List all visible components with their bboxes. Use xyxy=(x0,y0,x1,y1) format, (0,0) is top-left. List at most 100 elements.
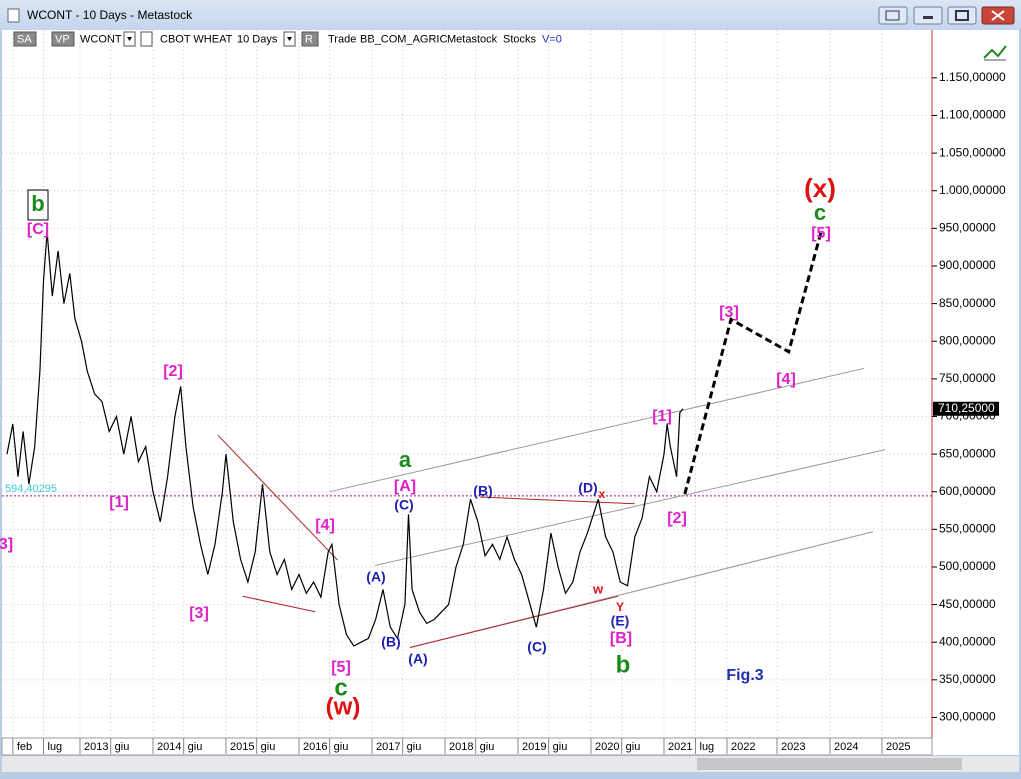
scrollbar-thumb[interactable] xyxy=(697,758,962,770)
annotation: [B] xyxy=(610,630,632,647)
toolbar-item: Metastock xyxy=(447,33,498,45)
y-tick-label: 1.150,00000 xyxy=(939,70,1006,84)
y-tick-label: 850,00000 xyxy=(939,296,996,310)
annotation: [1] xyxy=(652,408,672,425)
x-tick-label: 2016 xyxy=(303,741,327,753)
annotation: [3] xyxy=(719,304,739,321)
x-tick-label: 2021 xyxy=(668,741,692,753)
y-tick-label: 900,00000 xyxy=(939,258,996,272)
annotation: [5] xyxy=(331,659,351,676)
toolbar: SA VP WCONT CBOT WHEAT 10 Days R Trade BB_COM_A… xyxy=(13,31,562,47)
annotation: [4] xyxy=(776,371,796,388)
maximize-icon xyxy=(955,10,969,21)
toolbar-button xyxy=(51,31,75,47)
toolbar-button xyxy=(13,31,37,47)
annotation: [5] xyxy=(811,225,831,242)
annotation: [A] xyxy=(394,478,416,495)
annotation-box xyxy=(27,189,49,221)
restore-button[interactable] xyxy=(878,6,908,25)
annotation: [3] xyxy=(189,605,209,622)
x-tick-label: 2013 xyxy=(84,741,108,753)
annotation: c xyxy=(814,200,826,225)
annotation: a xyxy=(399,447,412,472)
y-tick-label: 750,00000 xyxy=(939,371,996,385)
y-tick-label: 800,00000 xyxy=(939,333,996,347)
annotation: (C) xyxy=(394,497,413,513)
annotation: 3] xyxy=(0,536,13,553)
title-bar xyxy=(0,0,1021,30)
window-buttons xyxy=(878,6,1015,25)
dropdown-arrow xyxy=(287,37,292,41)
toolbar-item: WCONT xyxy=(80,33,122,45)
trend-line xyxy=(409,595,619,648)
minimize-icon xyxy=(923,16,933,19)
dropdown-arrow xyxy=(127,37,132,41)
annotation: (C) xyxy=(527,639,546,655)
x-tick-label: 2020 xyxy=(595,741,619,753)
toolbar-icon-button xyxy=(140,31,153,47)
minimize-button[interactable] xyxy=(913,6,943,25)
y-tick-label: 450,00000 xyxy=(939,597,996,611)
x-tick-label: feb xyxy=(17,741,32,753)
marks xyxy=(2,231,999,648)
annotation: b xyxy=(616,651,631,678)
y-tick-label: 500,00000 xyxy=(939,559,996,573)
annotation: [2] xyxy=(163,363,183,380)
toolbar-item: V=0 xyxy=(542,33,562,45)
annotation: [1] xyxy=(109,494,129,511)
restore-icon xyxy=(885,10,900,21)
y-tick-label: 700,00000 xyxy=(939,409,996,423)
last-price-box xyxy=(933,401,999,416)
reference-label: 594,40295 xyxy=(5,483,57,495)
annotation: (D) xyxy=(578,480,597,496)
toolbar-item: VP xyxy=(55,33,70,45)
annotation: w xyxy=(592,581,604,596)
toolbar-item: Trade xyxy=(328,33,356,45)
x-tick-label: giu xyxy=(261,741,276,753)
toolbar-item: BB_COM_AGRIC xyxy=(360,33,447,45)
window-title: WCONT - 10 Days - Metastock xyxy=(27,8,193,22)
y-tick-label: 400,00000 xyxy=(939,634,996,648)
grid xyxy=(2,30,937,754)
price-line xyxy=(6,232,684,647)
x-tick-label: 2018 xyxy=(449,741,473,753)
trend-line xyxy=(242,595,316,613)
x-tick-label: 2019 xyxy=(522,741,546,753)
y-tick-label: 300,00000 xyxy=(939,710,996,724)
annotation: Y xyxy=(616,600,624,614)
annotation: (w) xyxy=(326,693,361,720)
x-tick-label: giu xyxy=(115,741,130,753)
toolbar-item: 10 Days xyxy=(237,33,278,45)
trend-line xyxy=(217,434,339,561)
y-tick-label: 600,00000 xyxy=(939,484,996,498)
toolbar-icon xyxy=(983,45,1007,61)
x-tick-label: 2022 xyxy=(731,741,755,753)
toolbar-item: Stocks xyxy=(503,33,537,45)
y-tick-label: 1.000,00000 xyxy=(939,183,1006,197)
trend-line xyxy=(329,367,865,493)
x-tick-label: giu xyxy=(188,741,203,753)
annotation: (B) xyxy=(381,634,400,650)
x-tick-label: 2014 xyxy=(157,741,181,753)
x-tick-label: lug xyxy=(700,741,715,753)
y-axis-area xyxy=(932,30,1019,755)
x-tick-label: 2023 xyxy=(781,741,805,753)
y-tick-label: 1.100,00000 xyxy=(939,108,1006,122)
toolbar-item: CBOT WHEAT xyxy=(160,33,233,45)
toolbar-item: SA xyxy=(17,33,32,45)
annotation: [4] xyxy=(315,517,335,534)
annotation: [2] xyxy=(667,510,687,527)
x-tick-label: 2025 xyxy=(886,741,910,753)
trend-line xyxy=(374,449,886,566)
y-tick-label: 550,00000 xyxy=(939,522,996,536)
annotation: x xyxy=(599,487,606,501)
plot-area xyxy=(2,30,932,738)
annotation: Fig.3 xyxy=(726,667,763,684)
annotation: c xyxy=(334,674,347,701)
annotation: b xyxy=(31,191,44,216)
x-tick-label: 2015 xyxy=(230,741,254,753)
forecast-line xyxy=(683,231,823,495)
maximize-button[interactable] xyxy=(947,6,977,25)
y-tick-label: 950,00000 xyxy=(939,221,996,235)
